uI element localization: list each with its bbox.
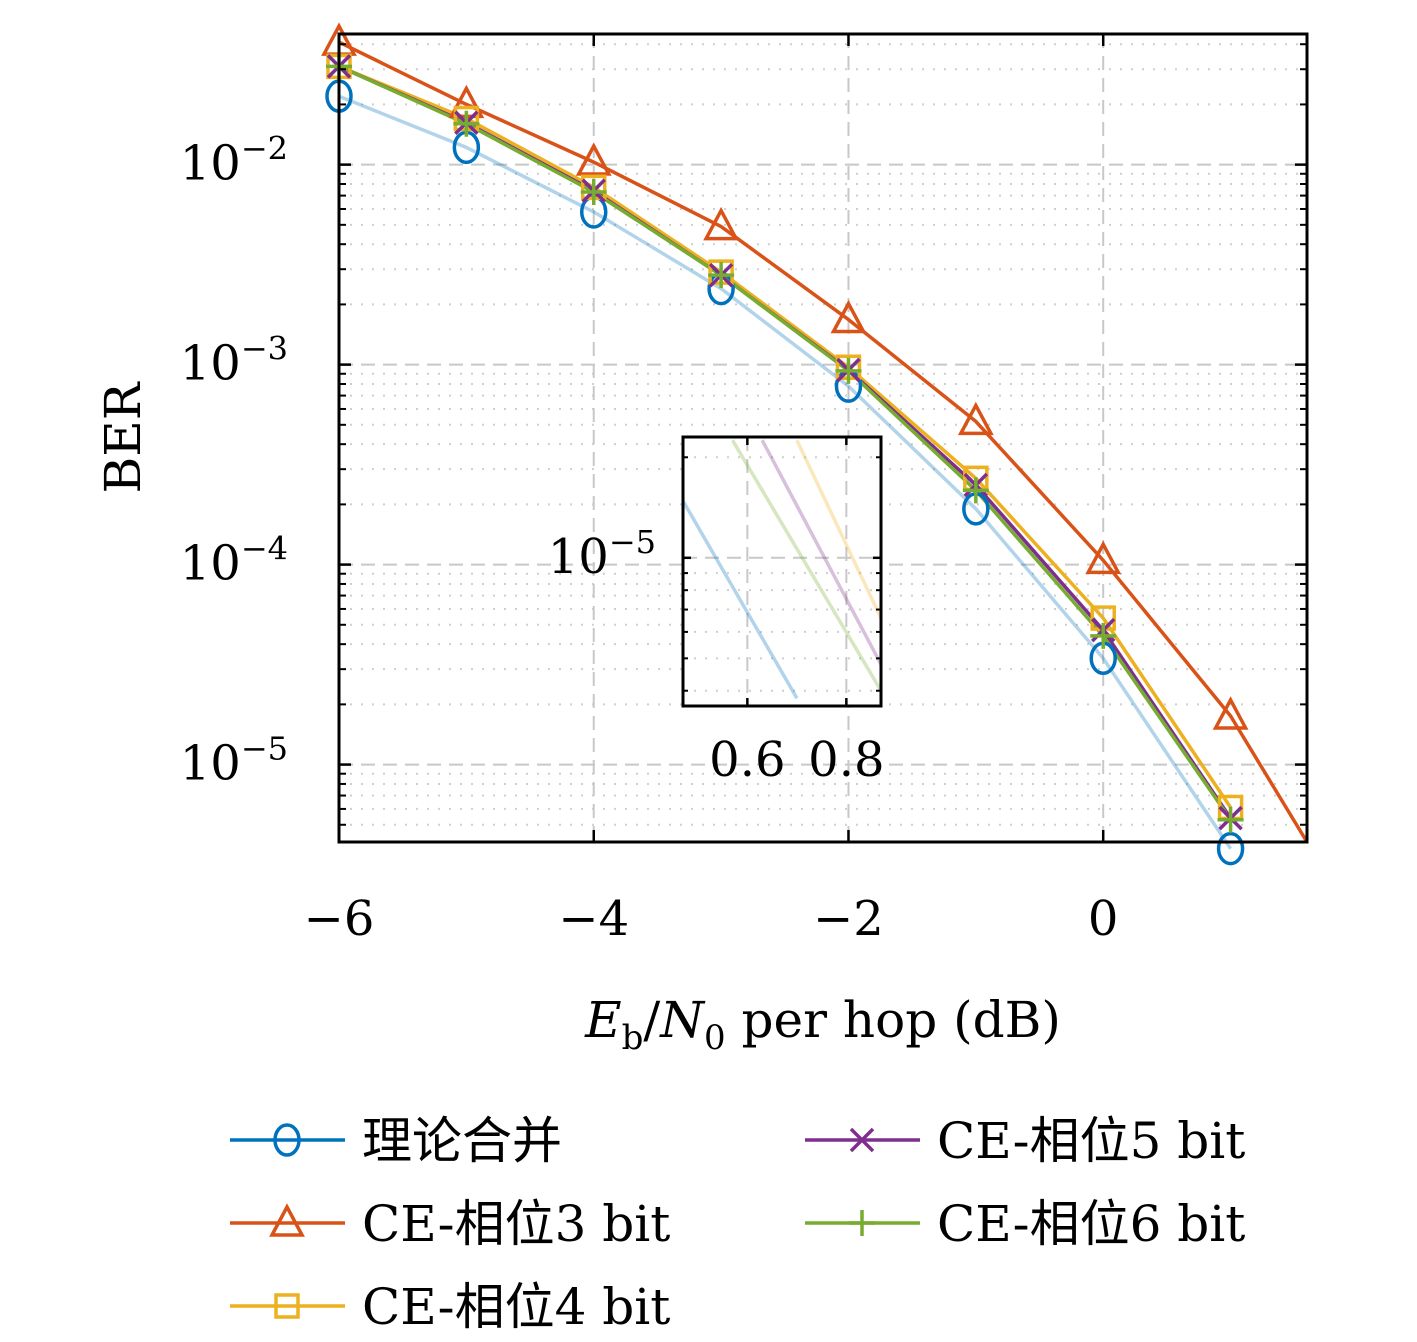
- inset-y-tick-label-exponent: −5: [609, 523, 656, 561]
- legend-label-3: CE-相位5 bit: [937, 1112, 1245, 1170]
- inset-background: [683, 437, 881, 706]
- inset-y-tick-label-base: 10: [548, 529, 609, 585]
- x-axis-title-b: b: [622, 1018, 644, 1058]
- x-axis-title-rest: per hop (dB): [726, 991, 1061, 1049]
- main-y-tick-label-base: 10: [180, 336, 241, 392]
- main-y-tick-label: 10−5: [180, 730, 288, 792]
- series-4-marker: [1217, 806, 1244, 833]
- series-line-0: [338, 94, 1233, 850]
- main-y-tick-label-exponent: −5: [241, 730, 288, 768]
- main-series-group: [321, 22, 1309, 866]
- main-x-tick-label: 0: [1088, 891, 1119, 947]
- series-1-marker: [575, 142, 612, 176]
- legend-label-0: 理论合并: [362, 1112, 562, 1170]
- series-4-marker: [580, 178, 607, 205]
- main-y-tick-label: 10−2: [180, 130, 288, 192]
- series-1-marker: [830, 299, 867, 334]
- series-4-marker: [835, 357, 862, 384]
- inset-series-line-1: [730, 439, 881, 692]
- main-y-tick-label: 10−4: [180, 530, 288, 592]
- plot-frame: [337, 32, 1309, 844]
- series-0-marker: [1216, 831, 1245, 866]
- x-axis-title-e: E: [584, 991, 622, 1049]
- y-axis-title: BER: [94, 381, 152, 493]
- x-axis-title: Eb/N0 per hop (dB): [584, 991, 1061, 1058]
- inset-x-tick-label: 0.8: [808, 732, 884, 788]
- main-y-tick-label-exponent: −4: [241, 530, 288, 568]
- main-axes: −6 −4 −2 010−210−310−410−5: [180, 34, 1307, 947]
- main-x-tick-label: −6: [304, 891, 375, 947]
- inset-series-line-2: [760, 439, 881, 666]
- x-axis-title-n: N: [659, 991, 706, 1049]
- inset-x-tick-label: 0.6: [709, 732, 785, 788]
- series-4-marker: [708, 262, 735, 289]
- series-line-1: [338, 40, 1309, 843]
- series-4-marker: [962, 477, 989, 504]
- x-axis-title-zero: 0: [704, 1018, 726, 1058]
- legend: 理论合并 CE-相位3 bit CE-相位4 bit CE-相位5 bit CE-相位6…: [230, 1112, 1245, 1336]
- legend-marker-3: [849, 1127, 875, 1153]
- main-y-tick-label-exponent: −3: [241, 330, 288, 368]
- inset-frame: [681, 435, 883, 708]
- main-y-tick-label-base: 10: [180, 536, 241, 592]
- legend-marker-0: [273, 1123, 301, 1157]
- legend-label-2: CE-相位4 bit: [362, 1278, 670, 1336]
- main-y-tick-label-base: 10: [180, 136, 241, 192]
- inset-series-line-0: [683, 500, 799, 700]
- series-4-marker: [1090, 622, 1117, 649]
- legend-label-1: CE-相位3 bit: [362, 1195, 670, 1253]
- main-y-tick-label: 10−3: [180, 330, 288, 392]
- series-1-marker: [1212, 696, 1249, 730]
- legend-label-4: CE-相位6 bit: [937, 1195, 1245, 1253]
- legend-marker-4: [849, 1210, 875, 1236]
- legend-marker-1: [269, 1203, 305, 1237]
- legend-marker-2: [274, 1293, 300, 1319]
- inset-grid: [683, 437, 881, 706]
- inset-series-line-3: [795, 439, 881, 619]
- series-1-marker: [1085, 540, 1122, 575]
- main-y-tick-label-base: 10: [180, 736, 241, 792]
- inset-zoom: 0.6 0.8 10−5: [548, 435, 885, 788]
- series-1-marker: [957, 401, 994, 436]
- inset-axes: 0.6 0.8 10−5: [548, 437, 885, 788]
- series-line-2: [338, 64, 1233, 809]
- series-4-marker: [453, 110, 480, 137]
- main-y-tick-label-exponent: −2: [241, 130, 288, 168]
- main-x-tick-label: −4: [558, 891, 629, 947]
- inset-y-tick-label: 10−5: [548, 523, 656, 585]
- series-1-marker: [703, 206, 740, 241]
- inset-series-group: [683, 439, 881, 700]
- series-line-4: [338, 64, 1233, 821]
- x-axis-title-slash: /: [643, 991, 660, 1049]
- main-x-tick-label: −2: [813, 891, 884, 947]
